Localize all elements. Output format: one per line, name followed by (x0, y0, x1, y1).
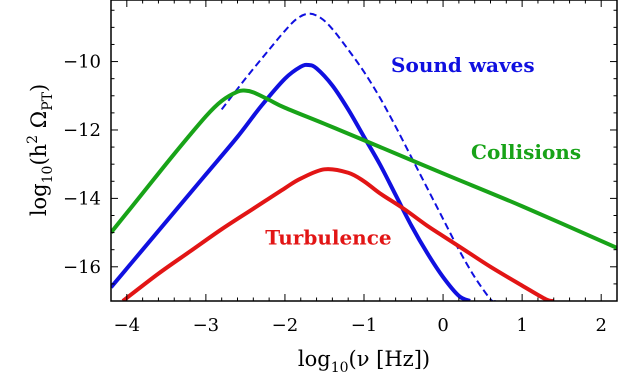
x-tick-label: −1 (351, 315, 378, 336)
x-axis-title: log10(ν [Hz]) (298, 347, 430, 376)
x-tick-label: 2 (595, 315, 606, 336)
series-label-coll: Collisions (471, 140, 581, 164)
series-layer (111, 12, 617, 301)
series-line-3 (121, 167, 555, 301)
y-axis-title: log10(h2 ΩPT) (25, 84, 56, 216)
x-tick-label: 1 (516, 315, 527, 336)
x-tick-label: 0 (437, 315, 448, 336)
annotation-layer: Sound waves Collisions Turbulence (265, 53, 581, 250)
y-tick-label: −14 (63, 188, 101, 209)
y-tick-label: −10 (63, 52, 101, 73)
x-tick-label: −3 (193, 315, 220, 336)
tick-layer: −4 −3 −2 −1 0 1 2−16−14−12−10 (63, 0, 618, 336)
series-label-turb: Turbulence (265, 226, 391, 250)
x-tick-label: −2 (272, 315, 299, 336)
series-label-sound: Sound waves (391, 53, 535, 77)
y-tick-label: −16 (63, 257, 101, 278)
series-line-2 (111, 88, 617, 250)
series-line-0 (111, 62, 471, 301)
series-line-1 (220, 12, 496, 301)
y-tick-label: −12 (63, 120, 101, 141)
x-tick-label: −4 (114, 315, 141, 336)
